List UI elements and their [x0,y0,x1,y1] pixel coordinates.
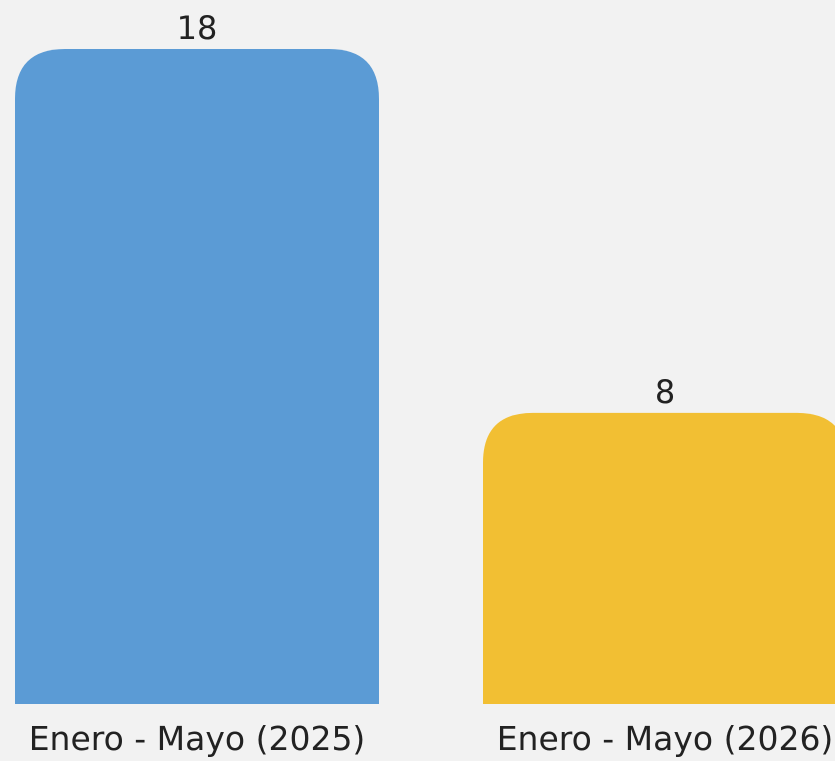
category-label-1: Enero - Mayo (2025) [29,719,366,758]
data-label-2: 8 [655,373,675,411]
category-label-2: Enero - Mayo (2026) [497,719,834,758]
data-label-1: 18 [177,9,218,47]
bar-2 [483,412,835,704]
bar-1 [15,49,379,704]
